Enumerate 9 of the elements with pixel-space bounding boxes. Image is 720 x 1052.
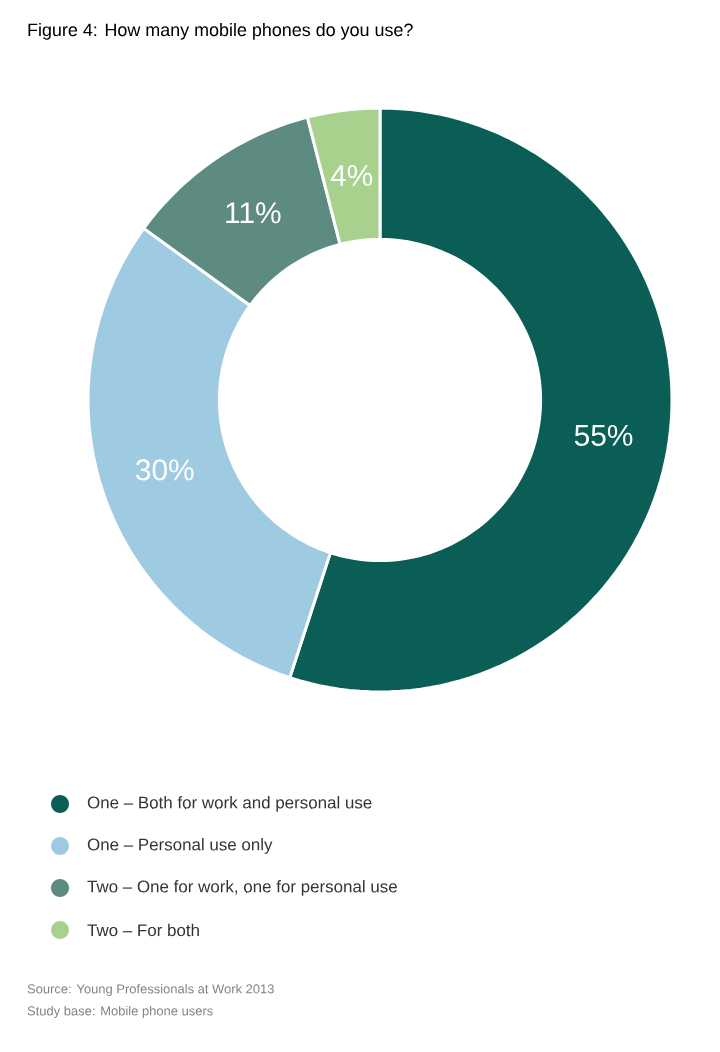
legend-label: One – Personal use only	[87, 838, 273, 854]
data-label: 11%	[226, 202, 281, 224]
data-label: 4%	[330, 165, 373, 186]
data-label: 30%	[135, 459, 194, 481]
legend-label: One – Both for work and personal use	[87, 796, 372, 812]
data-label: 55%	[574, 424, 633, 446]
legend-label: Two – For both	[87, 923, 199, 937]
chart-title: Figure 4: How many mobile phones do you use?	[28, 23, 413, 40]
legend-label: Two – One for work, one for personal use	[87, 880, 397, 896]
